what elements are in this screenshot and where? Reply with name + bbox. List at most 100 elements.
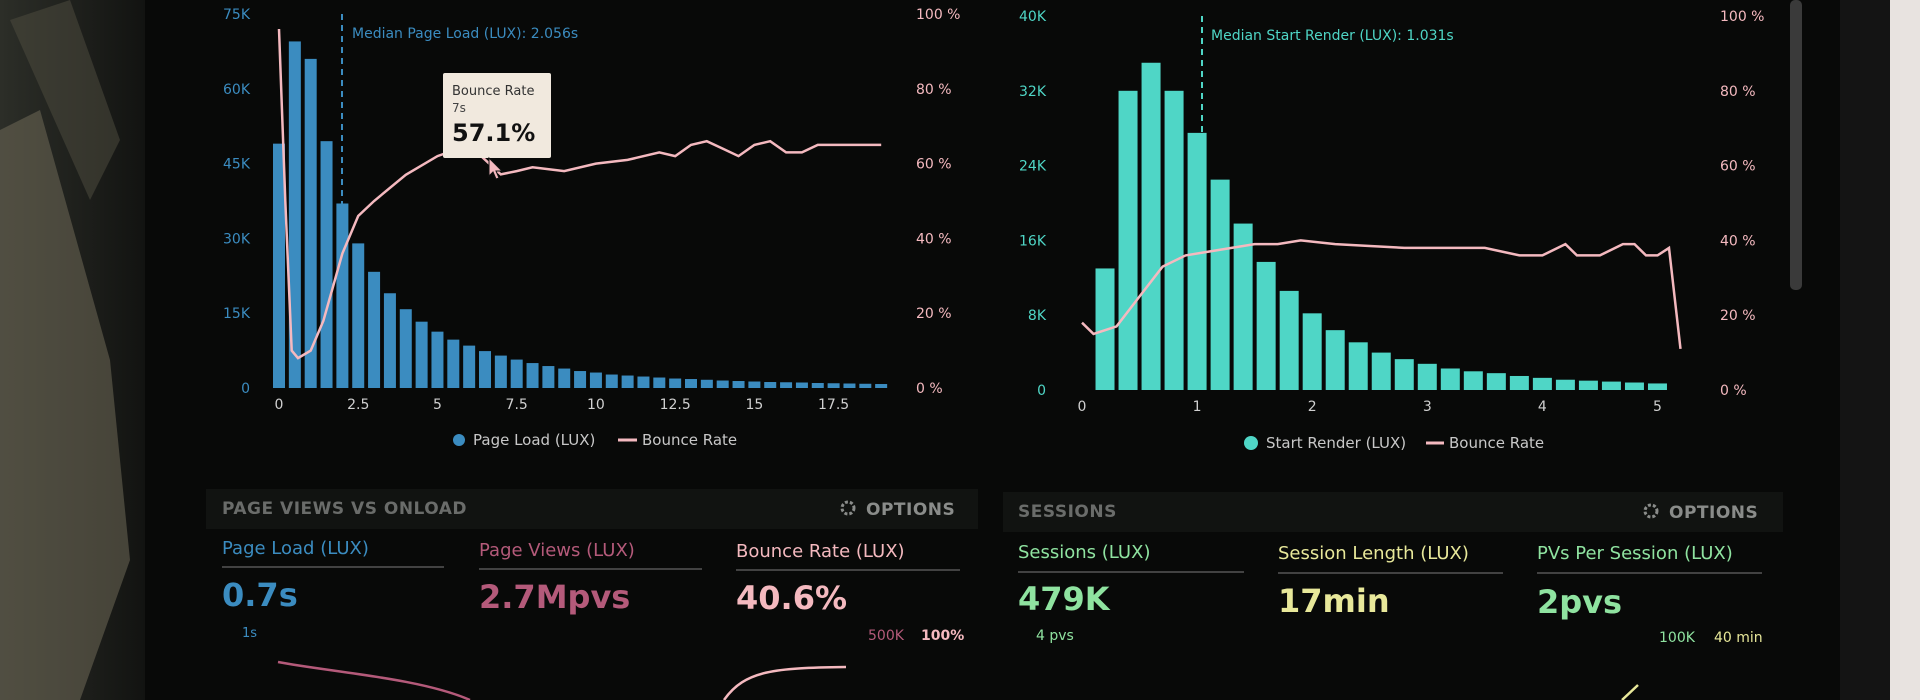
- scrollbar-thumb[interactable]: [1790, 0, 1802, 290]
- histogram-bar: [463, 345, 476, 388]
- left-highlight: [0, 110, 130, 700]
- left-highlight-2: [10, 0, 120, 200]
- y-left-tick-label: 15K: [223, 306, 251, 322]
- median-label: Median Page Load (LUX): 2.056s: [352, 26, 578, 42]
- y-right-tick-label: 0 %: [916, 381, 943, 397]
- bounce-rate-line: [1081, 239, 1682, 350]
- metric-value-bounce-rate: 40.6%: [736, 579, 847, 617]
- panel-title: SESSIONS: [1018, 502, 1117, 522]
- start-render-chart: Median Start Render (LUX): 1.031s 0 8K 16K…: [1019, 9, 1764, 452]
- histogram-bar: [288, 41, 301, 388]
- legend-line-label: Bounce Rate: [642, 431, 737, 449]
- histogram-bar: [875, 384, 888, 388]
- histogram-bar: [827, 383, 840, 388]
- y-left-tick-label: 45K: [223, 157, 251, 173]
- metric-value-sessions: 479K: [1018, 580, 1111, 618]
- x-tick-label: 12.5: [660, 397, 691, 413]
- histogram-bar: [764, 382, 777, 388]
- tooltip-title: Bounce Rate: [452, 84, 534, 99]
- histogram-bar: [336, 203, 349, 388]
- x-tick-label: 5: [1653, 399, 1662, 415]
- histogram-bar: [368, 271, 381, 388]
- histogram-bar: [1463, 371, 1483, 390]
- options-button[interactable]: OPTIONS: [840, 500, 955, 520]
- bounce-rate-line: [277, 28, 882, 360]
- histogram-bar: [352, 243, 365, 388]
- y-right-tick-label: 100 %: [916, 7, 960, 23]
- y-right-tick-label: 20 %: [916, 306, 952, 322]
- mini-chart-line: [277, 660, 471, 700]
- y-left-tick-label: 40K: [1019, 9, 1047, 25]
- panel-header: [1003, 492, 1783, 532]
- y-left-tick-label: 60K: [223, 82, 251, 98]
- histogram-bar: [447, 339, 460, 388]
- histogram-bar: [526, 363, 539, 388]
- histogram-bar: [273, 143, 285, 388]
- x-tick-label: 15: [745, 397, 763, 413]
- metric-label-page-views: Page Views (LUX): [479, 540, 635, 561]
- histogram-bar: [383, 293, 396, 388]
- metric-value-session-length: 17min: [1278, 582, 1390, 620]
- options-button[interactable]: OPTIONS: [1643, 503, 1758, 523]
- start-render-axis-ticks: 0 8K 16K 24K 32K 40K 0 % 20 % 40 % 60 % 80 % 100 % 0…: [1019, 9, 1764, 415]
- histogram-bar: [1371, 352, 1391, 390]
- histogram-bar: [589, 372, 602, 388]
- x-tick-label: 7.5: [506, 397, 528, 413]
- histogram-bar: [1532, 377, 1552, 390]
- mini-chart-line: [1621, 684, 1639, 700]
- y-right-tick-label: 80 %: [916, 82, 952, 98]
- metric-value-page-views: 2.7Mpvs: [479, 578, 630, 616]
- histogram-bar: [1348, 342, 1368, 390]
- histogram-bar: [1578, 380, 1598, 390]
- histogram-bar: [510, 359, 523, 388]
- metric-label-bounce-rate: Bounce Rate (LUX): [736, 541, 905, 562]
- histogram-bar: [795, 382, 808, 388]
- metric-label-page-load: Page Load (LUX): [222, 538, 369, 559]
- y-left-tick-label: 8K: [1028, 308, 1047, 324]
- histogram-bar: [1210, 179, 1230, 390]
- y-left-tick-label: 24K: [1019, 159, 1047, 175]
- x-tick-label: 2: [1308, 399, 1317, 415]
- metric-label-sessions: Sessions (LUX): [1018, 542, 1150, 563]
- y-right-tick-label: 60 %: [916, 157, 952, 173]
- histogram-bar: [431, 331, 444, 388]
- x-tick-label: 3: [1423, 399, 1432, 415]
- legend-bar-marker: [453, 434, 465, 446]
- x-tick-label: 0: [275, 397, 284, 413]
- histogram-bar: [1394, 359, 1414, 390]
- histogram-bar: [669, 378, 682, 388]
- options-label[interactable]: OPTIONS: [866, 500, 955, 520]
- histogram-bar: [399, 309, 412, 388]
- y-right-tick-label: 0 %: [1720, 383, 1747, 399]
- start-render-legend: Start Render (LUX) Bounce Rate: [1244, 434, 1544, 452]
- histogram-bar: [574, 371, 587, 388]
- y-left-tick-label: 16K: [1019, 233, 1047, 249]
- mini-axis-label: 4 pvs: [1036, 628, 1074, 644]
- metric-label-session-length: Session Length (LUX): [1278, 543, 1469, 564]
- mini-axis-label: 1s: [242, 626, 257, 641]
- gear-icon: [840, 500, 856, 516]
- x-tick-label: 10: [587, 397, 605, 413]
- histogram-bar: [558, 368, 571, 388]
- y-left-tick-label: 0: [1037, 383, 1046, 399]
- histogram-bar: [1279, 290, 1299, 390]
- legend-line-label: Bounce Rate: [1449, 434, 1544, 452]
- x-tick-label: 5: [433, 397, 442, 413]
- options-label[interactable]: OPTIONS: [1669, 503, 1758, 523]
- histogram-bar: [653, 377, 666, 388]
- histogram-bar: [1141, 62, 1161, 390]
- panel-header: [206, 489, 978, 529]
- histogram-bar: [1509, 375, 1529, 390]
- page-views-panel: PAGE VIEWS VS ONLOAD OPTIONS Page Load (…: [206, 489, 978, 700]
- histogram-bar: [637, 376, 650, 388]
- legend-bar-marker: [1244, 436, 1258, 450]
- histogram-bar: [415, 321, 428, 388]
- histogram-bar: [716, 380, 729, 388]
- histogram-bar: [1118, 90, 1138, 391]
- metric-value-page-load: 0.7s: [222, 576, 298, 614]
- histogram-bar: [304, 58, 317, 388]
- histogram-bar: [1624, 382, 1644, 390]
- page-load-axis-ticks: 0 15K 30K 45K 60K 75K 0 % 20 % 40 % 60 % 80 % 100 %…: [223, 7, 960, 413]
- right-wall: [1890, 0, 1920, 700]
- y-left-tick-label: 32K: [1019, 84, 1047, 100]
